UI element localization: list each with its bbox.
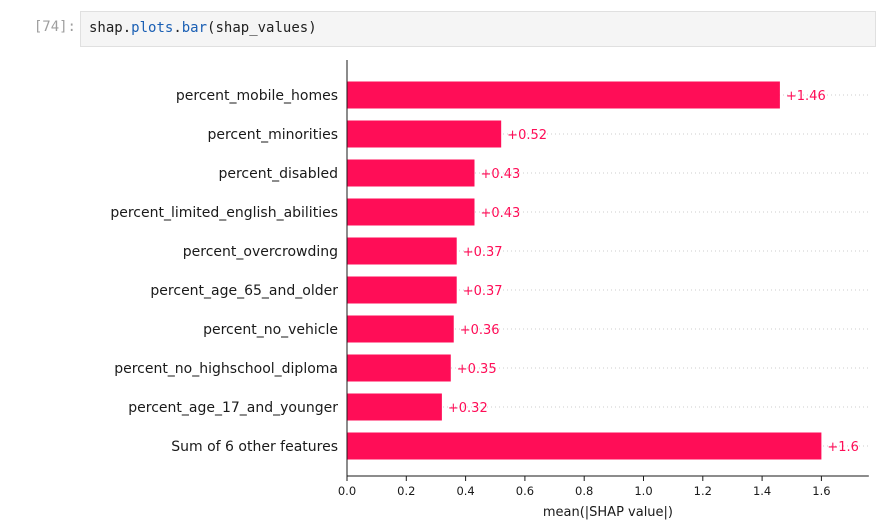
bar [347, 432, 822, 460]
bar [347, 354, 451, 382]
y-tick-label: percent_minorities [207, 127, 338, 143]
data-label: +0.52 [507, 128, 547, 143]
data-label: +0.37 [463, 284, 503, 299]
x-tick-label: 0.4 [456, 484, 474, 498]
y-labels: percent_mobile_homes percent_minoritiespe… [110, 88, 338, 455]
data-label: +0.43 [480, 206, 520, 221]
bars [347, 81, 822, 460]
x-axis-label: mean(|SHAP value|) [543, 505, 673, 520]
bar [347, 120, 502, 148]
x-tick-label: 0.0 [338, 484, 356, 498]
x-tick-label: 1.2 [694, 484, 712, 498]
y-tick-label: percent_age_65_and_older [150, 283, 338, 299]
y-tick-label: percent_mobile_homes [176, 88, 338, 104]
bar [347, 276, 457, 304]
bar [347, 159, 475, 187]
y-tick-label: Sum of 6 other features [171, 439, 338, 455]
code-object: shap [89, 20, 123, 36]
x-tick-label: 1.4 [753, 484, 771, 498]
bar [347, 393, 442, 421]
x-ticks: 0.0 0.2 0.4 0.6 0.8 1.0 1.2 1.4 1.6 [338, 476, 831, 498]
data-label: +0.32 [448, 401, 488, 416]
code-line: shap.plots.bar(shap_values) [89, 20, 317, 36]
y-tick-label: percent_limited_english_abilities [110, 205, 338, 221]
x-tick-label: 1.0 [634, 484, 652, 498]
code-function: bar [181, 20, 208, 36]
y-tick-label: percent_no_vehicle [203, 322, 338, 338]
y-tick-label: percent_age_17_and_younger [128, 400, 338, 416]
bar [347, 315, 454, 343]
data-label: +0.35 [457, 362, 497, 377]
code-arguments: (shap_values) [207, 20, 317, 36]
x-tick-label: 0.8 [575, 484, 593, 498]
bar [347, 237, 457, 265]
data-label: +1.6 [827, 440, 859, 455]
x-tick-label: 0.2 [397, 484, 415, 498]
y-tick-label: percent_disabled [218, 166, 338, 182]
code-module: plots [131, 20, 174, 36]
code-dot: . [122, 20, 132, 36]
data-label: +0.36 [460, 323, 500, 338]
bar [347, 198, 475, 226]
y-tick-label: percent_overcrowding [183, 244, 338, 260]
data-label: +1.46 [786, 89, 826, 104]
code-dot: . [173, 20, 182, 36]
data-label: +0.43 [480, 167, 520, 182]
data-labels: +1.46 +0.52 +0.43 +0.43 +0.37 +0.37 +0.36 +0.35… [448, 89, 859, 455]
y-tick-label: percent_no_highschool_diploma [114, 361, 338, 377]
x-tick-label: 0.6 [516, 484, 534, 498]
bar [347, 81, 780, 109]
x-tick-label: 1.6 [812, 484, 830, 498]
data-label: +0.37 [463, 245, 503, 260]
code-cell-input[interactable]: shap.plots.bar(shap_values) [80, 11, 876, 47]
grid-lines [347, 94, 870, 447]
cell-prompt: [74]: [33, 19, 76, 35]
